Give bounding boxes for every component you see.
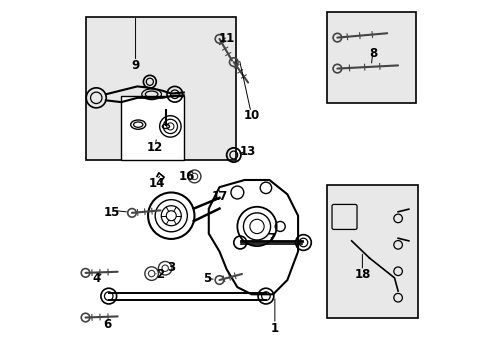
Text: 18: 18 [353, 268, 370, 281]
Text: 15: 15 [104, 206, 120, 219]
Text: 4: 4 [92, 272, 100, 285]
Text: 16: 16 [179, 170, 195, 183]
Text: 7: 7 [266, 233, 275, 246]
Text: 13: 13 [240, 145, 256, 158]
Text: 8: 8 [368, 47, 376, 60]
Text: 11: 11 [218, 32, 234, 45]
Text: 10: 10 [243, 109, 259, 122]
Text: 14: 14 [148, 177, 165, 190]
Text: 5: 5 [203, 272, 211, 285]
Text: 17: 17 [211, 190, 227, 203]
FancyBboxPatch shape [326, 12, 415, 103]
FancyBboxPatch shape [121, 96, 183, 160]
Text: 1: 1 [270, 322, 278, 335]
Text: 2: 2 [156, 268, 164, 281]
Text: 9: 9 [131, 59, 140, 72]
Text: 12: 12 [147, 141, 163, 154]
Text: 3: 3 [167, 261, 175, 274]
FancyBboxPatch shape [326, 185, 417, 318]
Text: 6: 6 [102, 318, 111, 331]
FancyBboxPatch shape [85, 18, 235, 160]
